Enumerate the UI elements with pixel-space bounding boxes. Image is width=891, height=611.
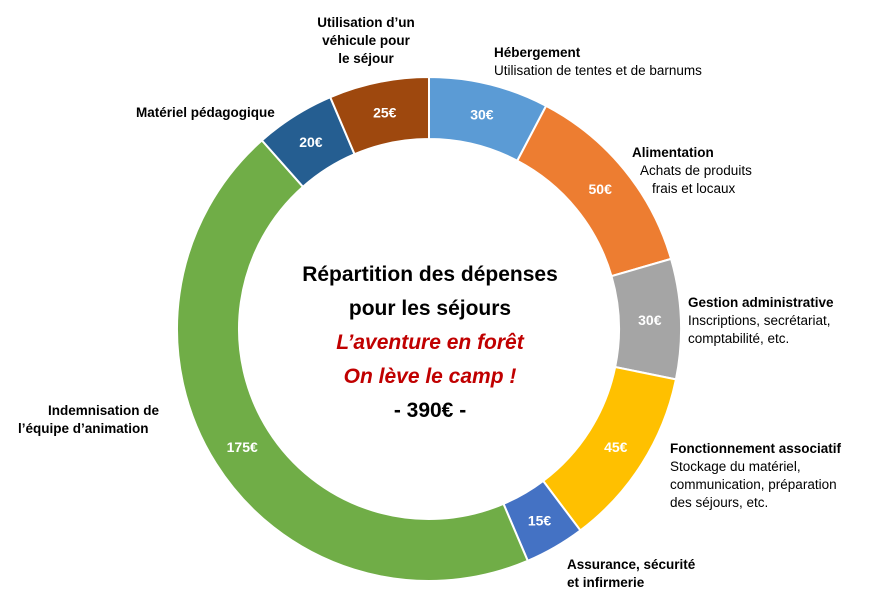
legend-gestion-desc-1: Inscriptions, secrétariat, (688, 313, 831, 328)
legend-hebergement-desc: Utilisation de tentes et de barnums (494, 63, 702, 78)
legend-indemnisation-title-2: l’équipe d’animation (18, 421, 149, 436)
legend-indemnisation: Indemnisation de l’équipe d’animation (18, 402, 159, 438)
chart-title-line-1: Répartition des dépenses (302, 263, 558, 286)
legend-fonctionnement-desc-1: Stockage du matériel, (670, 459, 801, 474)
legend-assurance-title-2: et infirmerie (567, 575, 645, 590)
legend-gestion-desc-2: comptabilité, etc. (688, 331, 790, 346)
chart-total: - 390€ - (393, 399, 467, 422)
legend-hebergement-title: Hébergement (494, 45, 581, 60)
donut-segment-indemnisation (176, 138, 530, 582)
value-label-assurance: 15€ (528, 512, 552, 528)
legend-alimentation: Alimentation Achats de produits frais et… (632, 144, 752, 198)
legend-vehicule-title-2: véhicule pour (322, 33, 410, 48)
legend-materiel: Matériel pédagogique (136, 104, 275, 122)
legend-assurance-title-1: Assurance, sécurité (567, 557, 696, 572)
legend-gestion: Gestion administrative Inscriptions, sec… (688, 294, 834, 348)
legend-assurance: Assurance, sécurité et infirmerie (567, 556, 695, 592)
chart-title-line-2: pour les séjours (348, 297, 512, 320)
value-label-fonctionnement: 45€ (604, 439, 628, 455)
legend-fonctionnement-desc-2: communication, préparation (670, 477, 837, 492)
legend-hebergement: Hébergement Utilisation de tentes et de … (494, 44, 702, 80)
value-label-hebergement: 30€ (470, 106, 494, 122)
legend-materiel-title: Matériel pédagogique (136, 105, 275, 120)
donut-segment-vehicule (328, 75, 430, 156)
value-label-alimentation: 50€ (589, 181, 613, 197)
legend-alimentation-desc-1: Achats de produits (640, 163, 752, 178)
legend-alimentation-title: Alimentation (632, 145, 714, 160)
legend-gestion-title: Gestion administrative (688, 295, 834, 310)
legend-vehicule-title-3: le séjour (338, 51, 394, 66)
value-label-vehicule: 25€ (373, 104, 397, 120)
legend-fonctionnement-desc-3: des séjours, etc. (670, 495, 769, 510)
chart-center-text: Répartition des dépenses pour les séjour… (260, 258, 600, 428)
legend-vehicule: Utilisation d’un véhicule pour le séjour (300, 14, 432, 68)
value-label-indemnisation: 175€ (227, 439, 258, 455)
value-label-materiel: 20€ (299, 134, 323, 150)
legend-fonctionnement: Fonctionnement associatif Stockage du ma… (670, 440, 841, 512)
value-label-gestion: 30€ (638, 312, 662, 328)
chart-subtitle-line-1: L’aventure en forêt (336, 331, 524, 354)
legend-alimentation-desc-2: frais et locaux (652, 181, 736, 196)
legend-vehicule-title-1: Utilisation d’un (317, 15, 415, 30)
chart-subtitle-line-2: On lève le camp ! (343, 365, 517, 388)
legend-fonctionnement-title: Fonctionnement associatif (670, 441, 842, 456)
legend-indemnisation-title-1: Indemnisation de (48, 403, 160, 418)
